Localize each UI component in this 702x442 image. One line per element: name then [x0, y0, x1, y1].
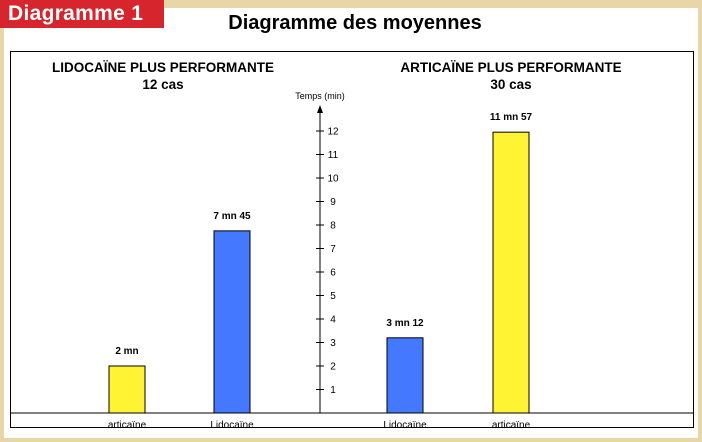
bar [492, 131, 530, 414]
x-category-label: articaïne [492, 420, 531, 431]
bar [108, 365, 146, 414]
bar [213, 230, 251, 414]
x-category-label: Lidocaïne [383, 420, 427, 431]
group-right-heading: ARTICAÏNE PLUS PERFORMANTE [400, 60, 622, 75]
bar [386, 337, 424, 414]
y-tick-label: 3 [330, 338, 336, 349]
bar-value-label: 2 mn [115, 346, 138, 357]
y-tick-label: 10 [327, 174, 339, 185]
group-left-heading: LIDOCAÏNE PLUS PERFORMANTE [51, 60, 274, 75]
x-category-label: Lidocaïne [210, 420, 254, 431]
figure-badge: Diagramme 1 [0, 0, 164, 28]
y-tick-label: 4 [330, 315, 336, 326]
y-tick-label: 6 [330, 268, 336, 279]
y-tick-label: 7 [330, 244, 336, 255]
y-axis-arrow [317, 105, 323, 113]
y-tick-label: 9 [330, 197, 336, 208]
y-tick-label: 11 [328, 150, 339, 161]
group-left-header: LIDOCAÏNE PLUS PERFORMANTE 12 cas [28, 59, 298, 93]
chart-frame [10, 51, 694, 428]
y-tick-label: 5 [330, 291, 336, 302]
y-tick-label: 1 [330, 385, 336, 396]
group-right-header: ARTICAÏNE PLUS PERFORMANTE 30 cas [376, 59, 646, 93]
bar-value-label: 7 mn 45 [213, 211, 251, 222]
y-axis-label: Temps (min) [295, 91, 345, 101]
bar-value-label: 11 mn 57 [490, 112, 533, 123]
y-tick-label: 8 [330, 221, 336, 232]
group-right-subheading: 30 cas [490, 77, 532, 92]
chart-title: Diagramme des moyennes [228, 12, 482, 34]
y-tick-label: 12 [327, 127, 339, 138]
group-left-subheading: 12 cas [142, 77, 184, 92]
y-tick-label: 2 [330, 362, 336, 373]
x-category-label: articaïne [108, 420, 147, 431]
bar-value-label: 3 mn 12 [386, 318, 424, 329]
